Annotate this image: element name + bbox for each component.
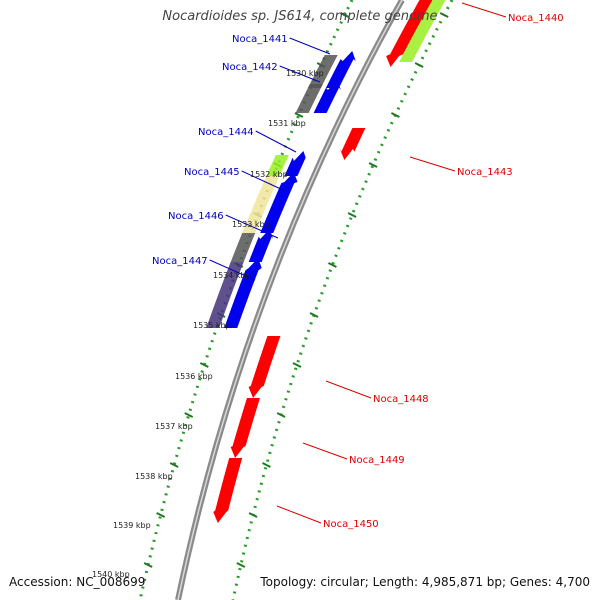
leader-line-Noca_1442 [279,65,321,83]
genome-backbone-highlight [177,0,403,600]
tick-label: 1540 kbp [92,570,130,579]
leader-line-Noca_1449 [302,442,348,460]
tick-mark-outer [347,212,357,218]
tick-label: 1530 kbp [286,69,324,78]
topology-text: Topology: circular; Length: 4,985,871 bp… [260,575,590,589]
tick-mark-outer [390,112,400,118]
gene-category-Noca_1444 [266,155,289,176]
tick-labels: 1530 kbp 1531 kbp 1532 kbp 1533 kbp 1534 kbp… [92,69,324,579]
leader-line-Noca_1446 [225,214,279,239]
gene-label-Noca_1446: Noca_1446 [168,211,224,222]
leader-line-Noca_1440 [461,2,507,18]
tick-label: 1531 kbp [268,119,306,128]
tick-label: 1535 kbp [193,321,231,330]
tick-label: 1538 kbp [135,472,173,481]
leader-line-Noca_1445 [241,170,284,191]
gene-label-Noca_1442: Noca_1442 [222,62,278,73]
tick-label: 1534 kbp [213,271,251,280]
tick-mark-inner [340,12,350,18]
gene-labels: Noca_1440 Noca_1441 Noca_1442 Noca_1443 Noca… [152,13,564,530]
gene-feature-Noca_1445 [260,172,298,233]
gene-category-Noca_1445 [242,176,280,233]
tick-mark-outer [292,362,302,368]
gene-label-Noca_1450: Noca_1450 [323,519,379,530]
leader-line-Noca_1444 [255,130,297,153]
gene-category-Noca_1447 [206,262,244,328]
tick-mark-outer [414,62,424,68]
tick-mark-outer [327,262,337,268]
gene-feature-Noca_1450 [213,458,243,523]
tick-mark-inner [156,512,166,518]
tick-mark-inner [199,362,209,368]
tick-label: 1539 kbp [113,521,151,530]
leader-line-Noca_1443 [409,156,456,172]
tick-mark-outer [248,512,258,518]
leader-line-Noca_1441 [289,37,331,55]
gene-category-Noca_1442 [295,84,323,113]
gene-features [206,0,446,523]
tick-mark-inner [294,112,304,118]
gene-feature-Noca_1441 [325,51,356,88]
gene-feature-Noca_1444 [284,151,307,176]
tick-mark-outer [262,462,271,468]
tick-mark-outer [236,562,246,568]
gene-label-Noca_1447: Noca_1447 [152,256,208,267]
leader-line-Noca_1450 [276,505,322,524]
gene-label-Noca_1448: Noca_1448 [373,394,429,405]
tick-label: 1532 kbp [250,170,288,179]
gene-label-Noca_1449: Noca_1449 [349,455,405,466]
tick-marks [143,12,449,568]
leader-line-Noca_1448 [325,380,372,399]
gene-category-Noca_1446 [230,233,256,262]
gene-feature-Noca_1440 [386,0,433,67]
tick-label: 1537 kbp [155,422,193,431]
gene-label-Noca_1440: Noca_1440 [508,13,564,24]
gene-feature-Noca_1449 [230,398,261,458]
gene-feature-Noca_1443 [339,128,366,160]
tick-mark-outer [368,162,378,168]
gene-feature-Noca_1448 [248,336,281,398]
tick-mark-inner [169,462,179,468]
gene-label-Noca_1443: Noca_1443 [457,167,513,178]
gene-label-Noca_1445: Noca_1445 [184,167,240,178]
gene-label-Noca_1441: Noca_1441 [232,34,288,45]
accession-text: Accession: NC_008699 [9,575,146,589]
tick-mark-inner [184,412,194,418]
map-title: Nocardioides sp. JS614, complete genome [162,9,438,24]
gene-feature-Noca_1446 [248,229,274,262]
tick-mark-inner [143,562,153,568]
leader-line-Noca_1447 [209,259,256,281]
tick-mark-outer [439,12,449,18]
label-leaders [209,2,507,524]
tick-label: 1533 kbp [232,220,270,229]
genome-backbone [175,0,405,600]
gene-feature-Noca_1442 [313,80,341,113]
gene-label-Noca_1444: Noca_1444 [198,127,254,138]
gene-feature-Noca_1447 [224,258,262,328]
tick-label: 1536 kbp [175,372,213,381]
tick-mark-outer [276,412,286,418]
tick-mark-outer [309,312,319,318]
gene-category-Noca_1440 [399,0,446,62]
